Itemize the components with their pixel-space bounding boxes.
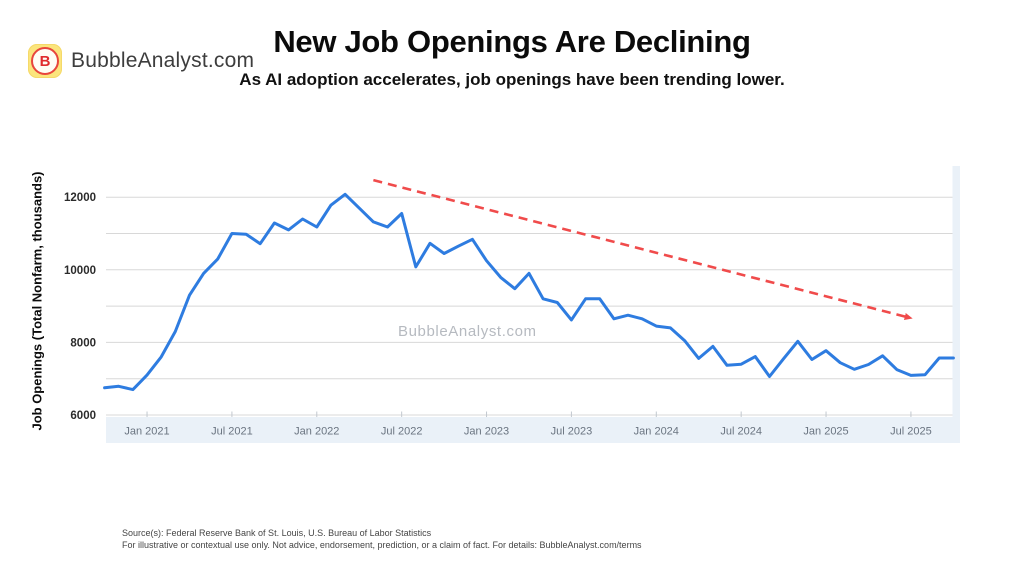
y-axis-title: Job Openings (Total Nonfarm, thousands)	[29, 171, 45, 431]
brand-logo-icon: B	[28, 44, 62, 78]
y-tick-label: 6000	[70, 410, 96, 422]
x-tick-label: Jan 2022	[294, 426, 339, 438]
x-tick-label: Jul 2023	[551, 426, 593, 438]
x-tick-label: Jan 2024	[634, 426, 679, 438]
watermark: BubbleAnalyst.com	[398, 323, 537, 340]
x-tick-label: Jan 2021	[124, 426, 169, 438]
trend-arrow	[373, 178, 913, 321]
brand-logo-ring: B	[31, 47, 59, 75]
right-axis-strip	[952, 166, 960, 443]
source-line: Source(s): Federal Reserve Bank of St. L…	[122, 528, 432, 538]
x-tick-label: Jan 2025	[803, 426, 848, 438]
y-tick-label: 10000	[64, 265, 96, 277]
x-tick-label: Jul 2021	[211, 426, 253, 438]
chart-title: New Job Openings Are Declining	[273, 24, 751, 59]
x-tick-label: Jul 2025	[890, 426, 932, 438]
brand-name: BubbleAnalyst.com	[71, 49, 255, 72]
y-tick-label: 12000	[64, 192, 96, 204]
x-tick-label: Jul 2024	[720, 426, 762, 438]
disclaimer-line: For illustrative or contextual use only.…	[122, 539, 642, 550]
brand-letter: B	[39, 52, 51, 70]
chart-subtitle: As AI adoption accelerates, job openings…	[239, 70, 785, 89]
footer: Source(s): Federal Reserve Bank of St. L…	[122, 528, 642, 551]
brand-logo: B BubbleAnalyst.com	[28, 44, 254, 78]
x-tick-label: Jul 2022	[381, 426, 423, 438]
y-tick-label: 8000	[70, 337, 96, 349]
x-axis-band	[106, 417, 960, 443]
job-openings-line	[103, 192, 955, 392]
x-tick-label: Jan 2023	[464, 426, 509, 438]
